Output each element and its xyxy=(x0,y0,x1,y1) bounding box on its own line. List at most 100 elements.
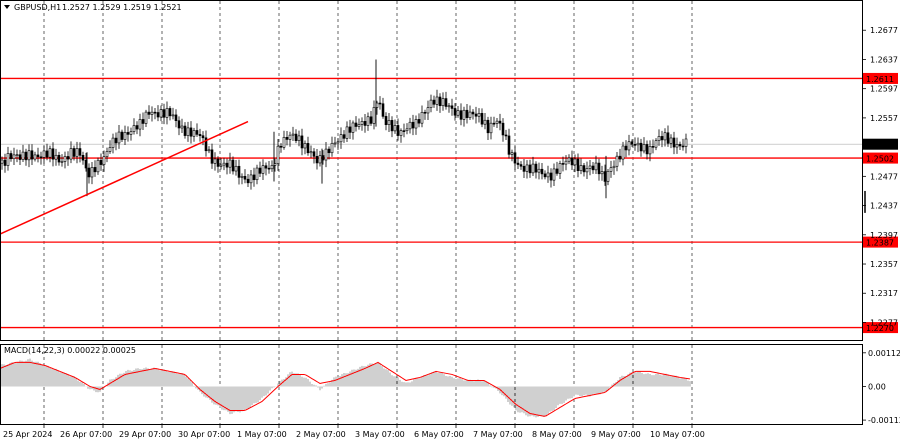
candle[interactable] xyxy=(258,161,262,177)
candle[interactable] xyxy=(633,137,637,151)
candle[interactable] xyxy=(501,118,505,142)
candle[interactable] xyxy=(513,146,517,171)
candle[interactable] xyxy=(288,131,292,147)
candle[interactable] xyxy=(231,156,235,175)
candle[interactable] xyxy=(120,129,124,142)
candle[interactable] xyxy=(573,154,577,173)
candle[interactable] xyxy=(171,107,175,120)
candle[interactable] xyxy=(531,156,535,176)
candle[interactable] xyxy=(102,150,106,172)
candle[interactable] xyxy=(477,108,481,123)
candle[interactable] xyxy=(555,161,559,176)
candle[interactable] xyxy=(591,162,595,174)
candle[interactable] xyxy=(360,117,364,131)
candle[interactable] xyxy=(111,133,115,154)
candle[interactable] xyxy=(162,103,166,125)
candle[interactable] xyxy=(639,138,643,157)
candle[interactable] xyxy=(618,148,622,163)
candle[interactable] xyxy=(132,118,136,135)
candle[interactable] xyxy=(600,165,604,181)
candle[interactable] xyxy=(129,127,133,141)
candle[interactable] xyxy=(156,105,160,122)
candle[interactable] xyxy=(123,125,127,146)
price-candles[interactable] xyxy=(0,59,866,213)
candle[interactable] xyxy=(369,111,373,126)
candle[interactable] xyxy=(30,144,34,165)
candle[interactable] xyxy=(459,103,463,126)
candle[interactable] xyxy=(36,147,40,163)
candle[interactable] xyxy=(483,112,487,130)
candle[interactable] xyxy=(645,140,649,160)
candle[interactable] xyxy=(609,160,613,178)
candle[interactable] xyxy=(150,106,154,122)
candle[interactable] xyxy=(612,160,616,175)
candle[interactable] xyxy=(444,91,448,110)
candle[interactable] xyxy=(624,140,628,158)
uptrend-line[interactable] xyxy=(0,120,249,235)
candle[interactable] xyxy=(381,97,385,119)
candle[interactable] xyxy=(282,130,286,150)
candle[interactable] xyxy=(462,106,466,127)
candle[interactable] xyxy=(411,114,415,136)
candle[interactable] xyxy=(294,129,298,144)
candle[interactable] xyxy=(564,155,568,171)
candle[interactable] xyxy=(627,134,631,156)
candle[interactable] xyxy=(318,150,322,167)
candle[interactable] xyxy=(585,161,589,179)
candle[interactable] xyxy=(108,140,112,154)
candle[interactable] xyxy=(264,162,268,176)
candle[interactable] xyxy=(558,160,562,179)
candle[interactable] xyxy=(561,156,565,172)
candle[interactable] xyxy=(546,165,550,183)
candle[interactable] xyxy=(582,163,586,177)
candle[interactable] xyxy=(654,138,658,151)
candle[interactable] xyxy=(588,160,592,176)
candle[interactable] xyxy=(285,130,289,146)
candle[interactable] xyxy=(474,106,478,124)
candle[interactable] xyxy=(6,146,10,171)
candle[interactable] xyxy=(534,161,538,179)
candle[interactable] xyxy=(642,137,646,154)
candle[interactable] xyxy=(135,121,139,135)
candle[interactable] xyxy=(15,149,19,163)
candle[interactable] xyxy=(66,151,70,166)
candle[interactable] xyxy=(399,128,403,143)
candle[interactable] xyxy=(186,121,190,142)
candle[interactable] xyxy=(384,112,388,131)
candle[interactable] xyxy=(354,116,358,132)
candle[interactable] xyxy=(69,141,73,164)
candle[interactable] xyxy=(303,140,307,155)
candle[interactable] xyxy=(453,103,457,121)
candle[interactable] xyxy=(234,159,238,176)
candle[interactable] xyxy=(348,119,352,140)
candle[interactable] xyxy=(351,120,355,140)
candle[interactable] xyxy=(678,141,682,150)
candle[interactable] xyxy=(144,109,148,128)
candle[interactable] xyxy=(222,157,226,171)
candle[interactable] xyxy=(468,105,472,121)
candle[interactable] xyxy=(213,152,217,171)
candle[interactable] xyxy=(681,138,685,151)
candle[interactable] xyxy=(138,113,142,137)
candle[interactable] xyxy=(333,136,337,148)
candle[interactable] xyxy=(447,103,451,113)
candle[interactable] xyxy=(45,143,49,161)
candle[interactable] xyxy=(51,142,55,167)
candle[interactable] xyxy=(3,153,7,173)
candle[interactable] xyxy=(174,109,178,128)
candle[interactable] xyxy=(21,144,25,163)
candle[interactable] xyxy=(105,147,109,163)
candle[interactable] xyxy=(363,114,367,133)
collapse-triangle-icon[interactable] xyxy=(4,5,10,9)
candle[interactable] xyxy=(246,174,250,187)
candle[interactable] xyxy=(141,112,145,131)
candle[interactable] xyxy=(402,123,406,138)
candle[interactable] xyxy=(663,128,667,147)
candle[interactable] xyxy=(216,156,220,173)
candle[interactable] xyxy=(336,138,340,150)
candle[interactable] xyxy=(510,149,514,162)
candle[interactable] xyxy=(153,108,157,120)
candle[interactable] xyxy=(516,156,520,170)
candle[interactable] xyxy=(342,130,346,143)
candle[interactable] xyxy=(249,170,253,190)
